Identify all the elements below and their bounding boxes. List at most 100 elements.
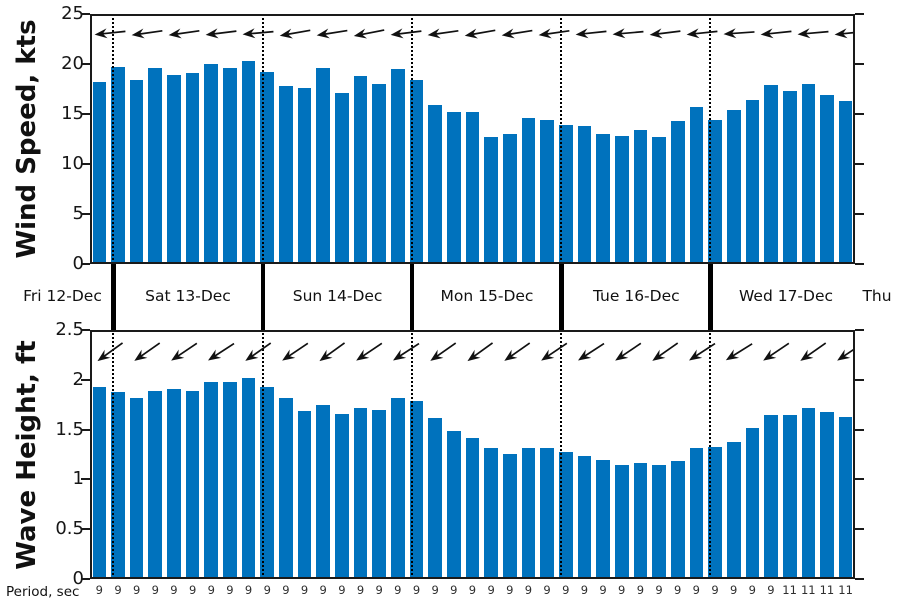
wind-bar — [726, 110, 741, 264]
y-tick-mark-left — [81, 263, 90, 265]
y-tick-mark-right — [855, 113, 864, 115]
period-value: 9 — [562, 583, 570, 597]
wind-bar — [689, 107, 704, 264]
day-boundary-dotted-line — [112, 330, 115, 579]
y-tick-mark-right — [855, 163, 864, 165]
period-value: 9 — [375, 583, 383, 597]
period-value: 9 — [618, 583, 626, 597]
day-boundary-dotted-line — [261, 330, 264, 579]
wave-direction-arrow — [94, 338, 127, 367]
wind-bar — [502, 134, 517, 264]
y-tick-label: 15 — [61, 103, 84, 124]
wave-bar — [838, 416, 853, 579]
period-value: 9 — [412, 583, 421, 597]
y-tick-mark-right — [855, 378, 864, 381]
period-value: 9 — [543, 583, 551, 597]
period-value: 9 — [188, 583, 197, 597]
period-value: 9 — [151, 583, 159, 597]
day-boundary-dotted-line — [709, 330, 712, 579]
period-value: 9 — [506, 583, 514, 597]
wind-bar — [148, 68, 163, 264]
wind-bar — [652, 137, 666, 264]
y-tick-mark-left — [81, 213, 90, 215]
wind-direction-arrow — [242, 26, 275, 41]
wave-bar — [316, 404, 331, 579]
y-tick-mark-left — [81, 63, 90, 65]
wind-direction-arrow — [93, 25, 126, 40]
wave-direction-arrow — [685, 338, 718, 365]
period-row-label: Period, sec — [6, 584, 80, 600]
y-tick-label: 0.5 — [55, 518, 84, 540]
wave-bar — [279, 397, 293, 579]
wind-bar — [223, 68, 237, 264]
period-value: 9 — [711, 583, 719, 597]
y-tick-label: 0 — [72, 568, 84, 589]
wind-bar — [92, 82, 107, 264]
period-value: 9 — [692, 583, 700, 597]
wind-direction-arrow — [833, 25, 855, 40]
wave-direction-arrow — [500, 338, 533, 366]
wave-bar — [540, 447, 554, 579]
wave-bar — [223, 381, 237, 579]
wave-bar — [670, 461, 685, 579]
wind-bar — [484, 137, 498, 264]
y-tick-mark-left — [81, 378, 90, 381]
wave-direction-arrow — [241, 338, 274, 366]
wave-direction-arrow — [426, 338, 459, 366]
day-boundary-dotted-line — [709, 14, 712, 264]
wave-bar — [447, 430, 461, 579]
wave-direction-arrow — [833, 338, 855, 366]
period-value: 9 — [655, 583, 663, 597]
wave-direction-arrow — [722, 338, 755, 365]
wave-direction-arrow — [167, 338, 200, 366]
wave-direction-arrow — [464, 338, 497, 367]
y-tick-mark-right — [855, 428, 864, 431]
period-value: 9 — [636, 583, 645, 597]
wind-bar — [782, 91, 797, 264]
wave-height-panel — [90, 330, 855, 579]
y-tick-mark-left — [81, 478, 90, 481]
period-value: 9 — [356, 583, 365, 597]
y-tick-mark-left — [81, 528, 90, 531]
date-label: Mon 15-Dec — [440, 287, 534, 305]
wave-bar — [633, 463, 648, 579]
day-separator-line — [559, 264, 564, 331]
day-separator-line — [708, 264, 713, 331]
day-separator-line — [260, 264, 266, 331]
wind-bar — [838, 101, 853, 264]
wind-bar — [391, 69, 405, 264]
y-tick-mark-right — [855, 478, 864, 481]
wave-direction-arrow — [574, 338, 607, 365]
wave-direction-arrow — [611, 338, 644, 366]
day-boundary-dotted-line — [410, 330, 413, 579]
date-label: Wed 17-Dec — [738, 287, 834, 305]
date-label: Fri 12-Dec — [23, 287, 102, 305]
period-value: 9 — [114, 583, 122, 597]
wave-bar — [652, 465, 666, 579]
wind-bar — [316, 68, 331, 264]
wind-bar — [614, 136, 629, 264]
wave-bar — [596, 460, 610, 579]
period-row: 9 9 9 9 9 9 9 9 9 9 9 9 9 9 9 9 9 9 9 9 9 9 9 9 9 9 9 9 9 9 9 9 9 9 9 9 9 11 1… — [90, 582, 855, 598]
wind-bar — [670, 121, 685, 264]
wave-bar — [745, 427, 760, 579]
wave-bar — [372, 409, 387, 579]
wind-bar — [353, 76, 368, 264]
period-value: 9 — [170, 583, 178, 597]
period-value: 9 — [748, 583, 756, 597]
wave-bar — [335, 413, 349, 579]
wave-bar — [92, 386, 107, 579]
wave-bar — [129, 397, 144, 579]
wind-bar — [167, 75, 181, 264]
y-tick-mark-right — [855, 13, 864, 15]
wave-direction-arrow — [537, 338, 570, 366]
wind-direction-arrow — [352, 24, 386, 42]
wind-bar — [335, 93, 349, 264]
day-boundary-dotted-line — [560, 14, 563, 264]
period-value: 9 — [319, 583, 327, 597]
period-value: 9 — [599, 583, 607, 597]
wave-bar — [260, 386, 275, 579]
period-value: 9 — [431, 583, 439, 597]
date-label: Tue 16-Dec — [592, 287, 680, 305]
